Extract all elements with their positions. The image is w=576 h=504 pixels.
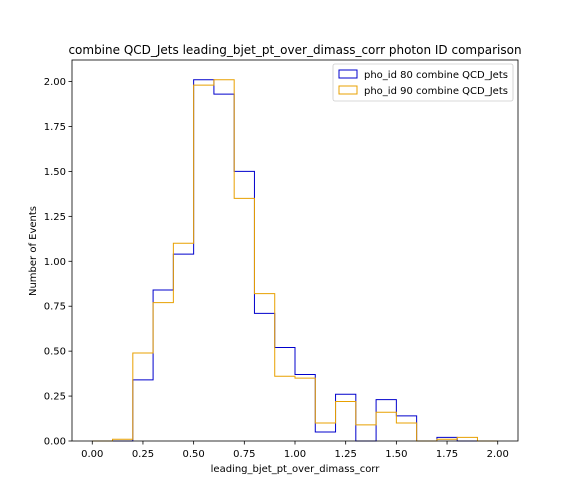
y-tick-label: 1.50 (44, 167, 66, 178)
chart-title: combine QCD_Jets leading_bjet_pt_over_di… (68, 43, 521, 57)
legend-swatch-series-1 (338, 69, 358, 79)
plot-area (72, 60, 518, 441)
y-tick-label: 1.75 (44, 122, 66, 133)
y-tick-label: 1.00 (44, 257, 66, 268)
x-tick-label: 0.00 (81, 449, 103, 460)
y-tick-label: 0.00 (44, 437, 66, 448)
y-tick-label: 0.75 (44, 302, 66, 313)
x-tick-label: 1.25 (335, 449, 357, 460)
x-axis-label: leading_bjet_pt_over_dimass_corr (211, 464, 381, 475)
legend: pho_id 80 combine QCD_Jets pho_id 90 com… (332, 63, 514, 102)
x-tick-label: 1.50 (385, 449, 407, 460)
y-tick-label: 0.25 (44, 392, 66, 403)
legend-box (332, 63, 514, 102)
legend-label-series-1: pho_id 80 combine QCD_Jets (364, 70, 508, 81)
y-tick-label: 1.25 (44, 212, 66, 223)
y-tick-label: 2.00 (44, 77, 66, 88)
legend-label-series-2: pho_id 90 combine QCD_Jets (364, 86, 508, 97)
x-tick-label: 1.00 (284, 449, 306, 460)
y-axis-ticks: 0.00 0.25 0.50 0.75 1.00 1.25 1.50 1.75 2.00 (44, 77, 72, 448)
x-tick-label: 2.00 (487, 449, 509, 460)
x-tick-label: 0.75 (233, 449, 255, 460)
legend-swatch-series-2 (338, 85, 358, 95)
y-tick-label: 0.50 (44, 347, 66, 358)
x-tick-label: 0.50 (183, 449, 205, 460)
x-tick-label: 0.25 (132, 449, 154, 460)
plot-frame (71, 59, 519, 442)
x-axis-ticks: 0.00 0.25 0.50 0.75 1.00 1.25 1.50 1.75 2.00 (81, 441, 509, 460)
y-axis-label: Number of Events (28, 206, 39, 296)
x-tick-label: 1.75 (436, 449, 458, 460)
